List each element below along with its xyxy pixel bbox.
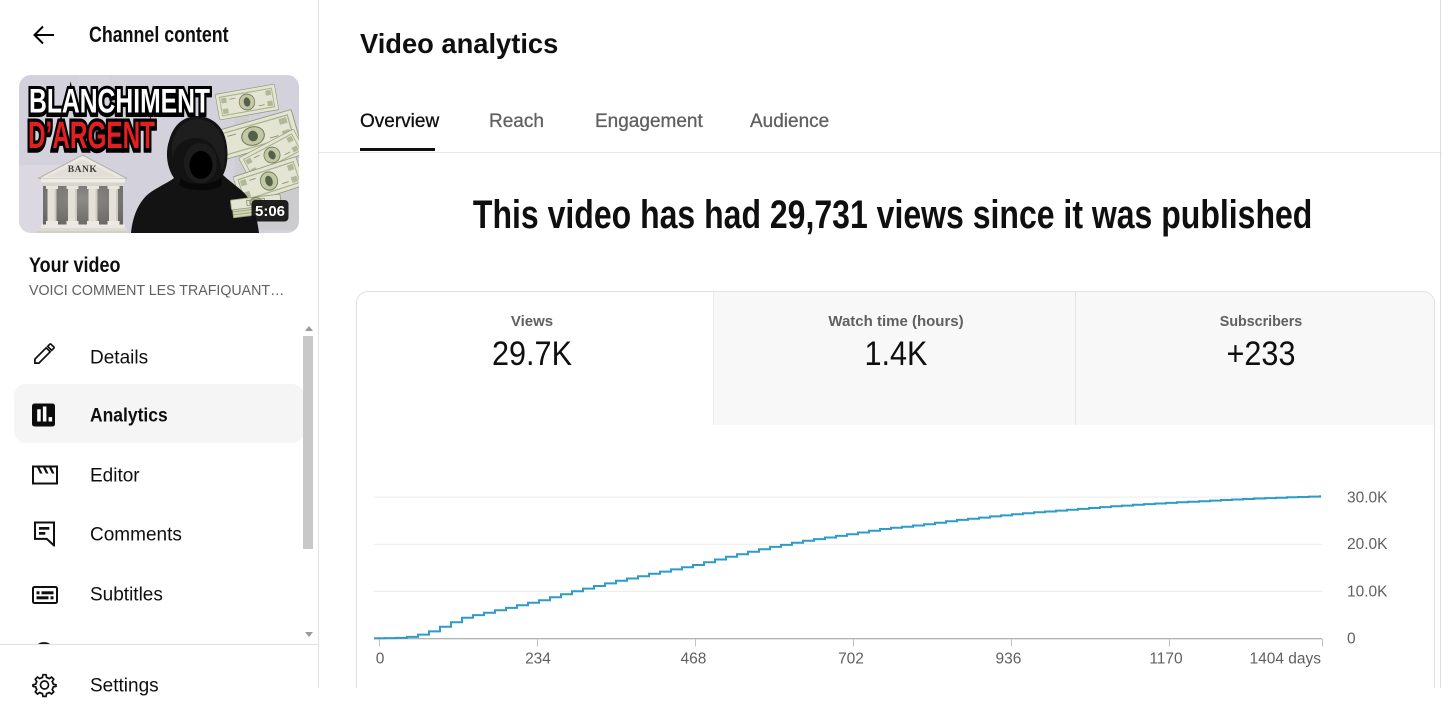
svg-text:D’ARGENT: D’ARGENT bbox=[28, 117, 155, 159]
svg-text:BLANCHIMENT: BLANCHIMENT bbox=[29, 83, 210, 121]
svg-text:0: 0 bbox=[376, 651, 385, 668]
svg-text:30.0K: 30.0K bbox=[1347, 490, 1388, 507]
svg-text:5:06: 5:06 bbox=[255, 203, 285, 220]
svg-text:1404 days: 1404 days bbox=[1249, 651, 1321, 668]
svg-text:20.0K: 20.0K bbox=[1347, 536, 1388, 553]
svg-text:702: 702 bbox=[838, 651, 864, 668]
svg-text:BLANCHIMENT: BLANCHIMENT bbox=[29, 84, 210, 122]
svg-text:0: 0 bbox=[1347, 630, 1356, 647]
svg-text:234: 234 bbox=[525, 651, 551, 668]
svg-text:468: 468 bbox=[680, 651, 706, 668]
svg-text:936: 936 bbox=[995, 651, 1021, 668]
svg-text:10.0K: 10.0K bbox=[1347, 584, 1388, 601]
svg-text:D’ARGENT: D’ARGENT bbox=[28, 115, 155, 157]
svg-text:1170: 1170 bbox=[1149, 651, 1183, 668]
svg-text:BANK: BANK bbox=[68, 165, 98, 175]
